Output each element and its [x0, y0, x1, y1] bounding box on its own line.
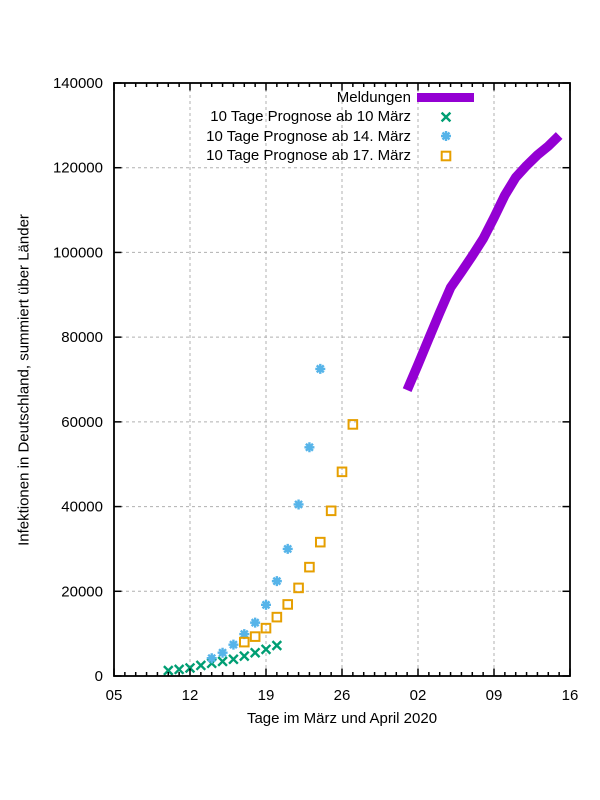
legend-asterisk-icon: [437, 127, 455, 145]
y-tick-label: 20000: [61, 583, 103, 600]
legend-label-prognose-14-maerz: 10 Tage Prognose ab 14. März: [206, 128, 411, 145]
x-tick-label: 19: [258, 687, 275, 704]
series-meldungen: [402, 132, 563, 392]
grid-lines: [114, 83, 570, 676]
series-prognose-1: [163, 640, 283, 676]
x-tick-label: 09: [486, 687, 503, 704]
cross-icon: [440, 111, 452, 123]
tick-labels: 0 20000 40000 60000 80000 100000 120000 140000 0…: [53, 75, 578, 704]
x-tick-label: 16: [562, 687, 579, 704]
x-tick-label: 05: [106, 687, 123, 704]
x-tick-label: 02: [410, 687, 427, 704]
legend-cross-icon: [437, 108, 455, 126]
axis-ticks: [113, 82, 571, 677]
y-tick-label: 0: [95, 668, 103, 685]
y-tick-label: 60000: [61, 414, 103, 431]
y-axis-title: Infektionen in Deutschland, summiert übe…: [15, 214, 33, 546]
legend-swatch-meldungen-line: [417, 93, 474, 102]
x-tick-label: 12: [182, 687, 199, 704]
x-tick-label: 26: [334, 687, 351, 704]
legend-square-icon: [437, 147, 455, 165]
square-icon: [440, 150, 452, 162]
y-tick-label: 80000: [61, 329, 103, 346]
y-tick-label: 140000: [53, 75, 103, 92]
y-tick-label: 40000: [61, 499, 103, 516]
series-prognose-3: [238, 419, 359, 648]
legend-label-prognose-10-maerz: 10 Tage Prognose ab 10 März: [210, 108, 411, 125]
legend-label-meldungen: Meldungen: [336, 89, 411, 106]
legend-label-prognose-17-maerz: 10 Tage Prognose ab 17. März: [206, 147, 411, 164]
asterisk-icon: [441, 131, 451, 141]
x-axis-title: Tage im März und April 2020: [246, 710, 438, 727]
y-tick-label: 100000: [53, 244, 103, 261]
y-tick-label: 120000: [53, 160, 103, 177]
series-prognose-2: [206, 363, 326, 664]
